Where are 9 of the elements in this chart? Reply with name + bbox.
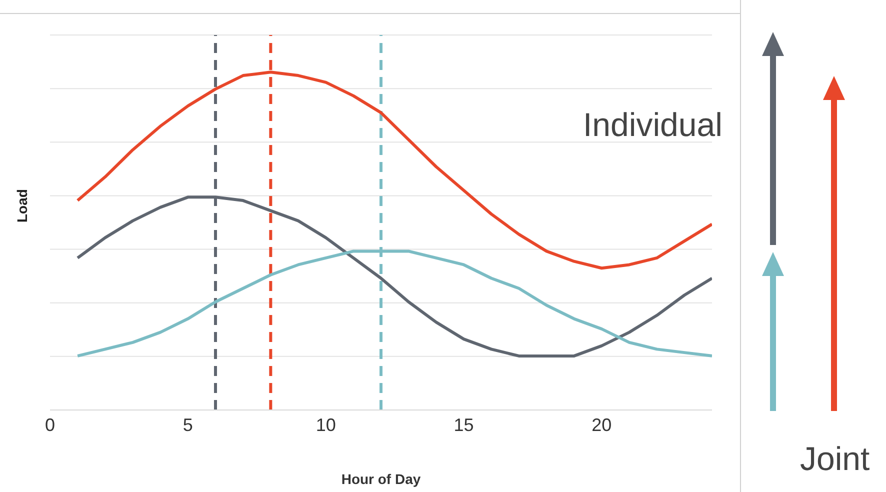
- text: Joint: [800, 440, 870, 478]
- annotation: Individual: [583, 106, 722, 144]
- x-tick-label: 20: [592, 414, 612, 435]
- x-tick-label: 15: [454, 414, 474, 435]
- y-axis-title: Load: [14, 189, 30, 222]
- x-tick-label: 10: [316, 414, 336, 435]
- x-axis-title: Hour of Day: [341, 471, 421, 487]
- x-tick-label: 5: [182, 414, 193, 435]
- x-tick-label: 0: [44, 414, 56, 435]
